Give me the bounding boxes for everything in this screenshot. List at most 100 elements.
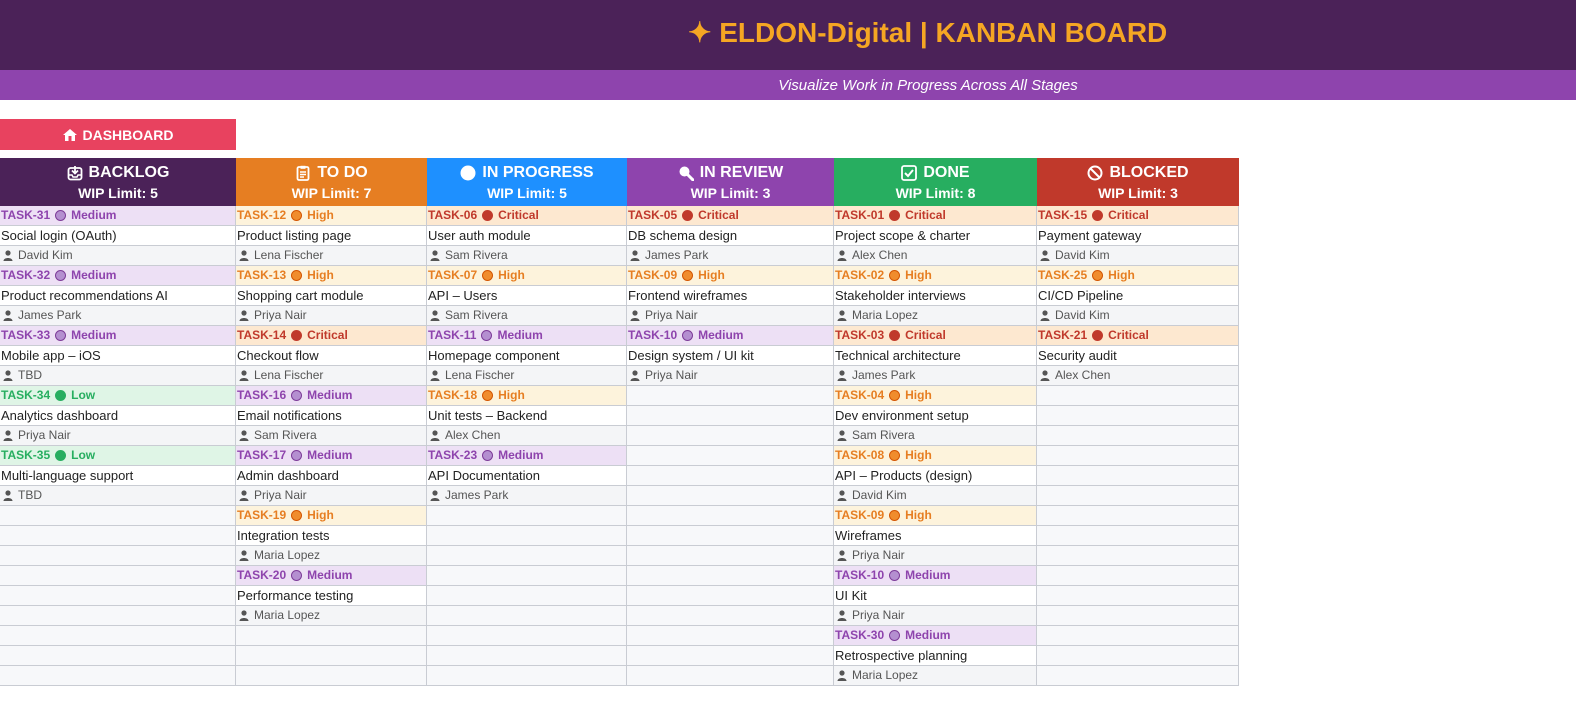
task-tag[interactable]: TASK-23 Medium	[427, 446, 627, 466]
task-title[interactable]: Analytics dashboard	[0, 406, 236, 426]
empty-cell[interactable]	[0, 626, 236, 646]
task-tag[interactable]: TASK-12 High	[236, 206, 427, 226]
empty-cell[interactable]	[627, 526, 834, 546]
task-title[interactable]: DB schema design	[627, 226, 834, 246]
empty-cell[interactable]	[627, 506, 834, 526]
task-tag[interactable]: TASK-30 Medium	[834, 626, 1037, 646]
empty-cell[interactable]	[427, 606, 627, 626]
task-tag[interactable]: TASK-01 Critical	[834, 206, 1037, 226]
task-tag[interactable]: TASK-16 Medium	[236, 386, 427, 406]
empty-cell[interactable]	[627, 426, 834, 446]
task-tag[interactable]: TASK-32 Medium	[0, 266, 236, 286]
empty-cell[interactable]	[1037, 626, 1239, 646]
task-title[interactable]: Social login (OAuth)	[0, 226, 236, 246]
empty-cell[interactable]	[627, 546, 834, 566]
empty-cell[interactable]	[0, 606, 236, 626]
empty-cell[interactable]	[1037, 426, 1239, 446]
task-title[interactable]: Checkout flow	[236, 346, 427, 366]
empty-cell[interactable]	[1037, 666, 1239, 686]
empty-cell[interactable]	[427, 626, 627, 646]
empty-cell[interactable]	[627, 646, 834, 666]
task-tag[interactable]: TASK-10 Medium	[627, 326, 834, 346]
task-title[interactable]: UI Kit	[834, 586, 1037, 606]
task-title[interactable]: API Documentation	[427, 466, 627, 486]
task-title[interactable]: CI/CD Pipeline	[1037, 286, 1239, 306]
empty-cell[interactable]	[0, 526, 236, 546]
empty-cell[interactable]	[627, 406, 834, 426]
empty-cell[interactable]	[1037, 546, 1239, 566]
task-tag[interactable]: TASK-21 Critical	[1037, 326, 1239, 346]
column-header[interactable]: BACKLOG WIP Limit: 5	[0, 158, 236, 206]
task-tag[interactable]: TASK-33 Medium	[0, 326, 236, 346]
task-tag[interactable]: TASK-25 High	[1037, 266, 1239, 286]
task-title[interactable]: Technical architecture	[834, 346, 1037, 366]
empty-cell[interactable]	[0, 586, 236, 606]
empty-cell[interactable]	[236, 626, 427, 646]
empty-cell[interactable]	[427, 646, 627, 666]
empty-cell[interactable]	[1037, 446, 1239, 466]
empty-cell[interactable]	[1037, 646, 1239, 666]
empty-cell[interactable]	[0, 646, 236, 666]
task-tag[interactable]: TASK-09 High	[834, 506, 1037, 526]
column-header[interactable]: DONE WIP Limit: 8	[834, 158, 1037, 206]
task-tag[interactable]: TASK-06 Critical	[427, 206, 627, 226]
task-title[interactable]: API – Products (design)	[834, 466, 1037, 486]
empty-cell[interactable]	[236, 666, 427, 686]
empty-cell[interactable]	[627, 606, 834, 626]
task-tag[interactable]: TASK-08 High	[834, 446, 1037, 466]
task-title[interactable]: Product listing page	[236, 226, 427, 246]
column-header[interactable]: TO DO WIP Limit: 7	[236, 158, 427, 206]
dashboard-button[interactable]: DASHBOARD	[0, 119, 236, 150]
empty-cell[interactable]	[1037, 586, 1239, 606]
task-title[interactable]: Stakeholder interviews	[834, 286, 1037, 306]
task-title[interactable]: Frontend wireframes	[627, 286, 834, 306]
task-tag[interactable]: TASK-35 Low	[0, 446, 236, 466]
empty-cell[interactable]	[627, 586, 834, 606]
task-tag[interactable]: TASK-15 Critical	[1037, 206, 1239, 226]
task-title[interactable]: Multi-language support	[0, 466, 236, 486]
task-title[interactable]: Project scope & charter	[834, 226, 1037, 246]
task-title[interactable]: Wireframes	[834, 526, 1037, 546]
empty-cell[interactable]	[627, 446, 834, 466]
task-tag[interactable]: TASK-18 High	[427, 386, 627, 406]
column-header[interactable]: BLOCKED WIP Limit: 3	[1037, 158, 1239, 206]
task-title[interactable]: Unit tests – Backend	[427, 406, 627, 426]
task-title[interactable]: Shopping cart module	[236, 286, 427, 306]
task-title[interactable]: Security audit	[1037, 346, 1239, 366]
task-tag[interactable]: TASK-17 Medium	[236, 446, 427, 466]
task-tag[interactable]: TASK-13 High	[236, 266, 427, 286]
empty-cell[interactable]	[427, 666, 627, 686]
task-title[interactable]: Email notifications	[236, 406, 427, 426]
task-tag[interactable]: TASK-09 High	[627, 266, 834, 286]
empty-cell[interactable]	[1037, 406, 1239, 426]
empty-cell[interactable]	[427, 586, 627, 606]
task-title[interactable]: Performance testing	[236, 586, 427, 606]
empty-cell[interactable]	[627, 666, 834, 686]
empty-cell[interactable]	[627, 466, 834, 486]
task-title[interactable]: User auth module	[427, 226, 627, 246]
empty-cell[interactable]	[427, 546, 627, 566]
task-tag[interactable]: TASK-02 High	[834, 266, 1037, 286]
task-tag[interactable]: TASK-05 Critical	[627, 206, 834, 226]
task-title[interactable]: Payment gateway	[1037, 226, 1239, 246]
task-title[interactable]: Retrospective planning	[834, 646, 1037, 666]
task-title[interactable]: Design system / UI kit	[627, 346, 834, 366]
task-tag[interactable]: TASK-14 Critical	[236, 326, 427, 346]
task-tag[interactable]: TASK-03 Critical	[834, 326, 1037, 346]
task-tag[interactable]: TASK-04 High	[834, 386, 1037, 406]
empty-cell[interactable]	[1037, 606, 1239, 626]
empty-cell[interactable]	[427, 566, 627, 586]
empty-cell[interactable]	[1037, 526, 1239, 546]
task-title[interactable]: Integration tests	[236, 526, 427, 546]
empty-cell[interactable]	[0, 546, 236, 566]
empty-cell[interactable]	[627, 566, 834, 586]
task-tag[interactable]: TASK-31 Medium	[0, 206, 236, 226]
task-tag[interactable]: TASK-20 Medium	[236, 566, 427, 586]
column-header[interactable]: IN REVIEW WIP Limit: 3	[627, 158, 834, 206]
task-title[interactable]: API – Users	[427, 286, 627, 306]
column-header[interactable]: IN PROGRESS WIP Limit: 5	[427, 158, 627, 206]
task-title[interactable]: Dev environment setup	[834, 406, 1037, 426]
empty-cell[interactable]	[0, 566, 236, 586]
empty-cell[interactable]	[1037, 566, 1239, 586]
empty-cell[interactable]	[627, 626, 834, 646]
